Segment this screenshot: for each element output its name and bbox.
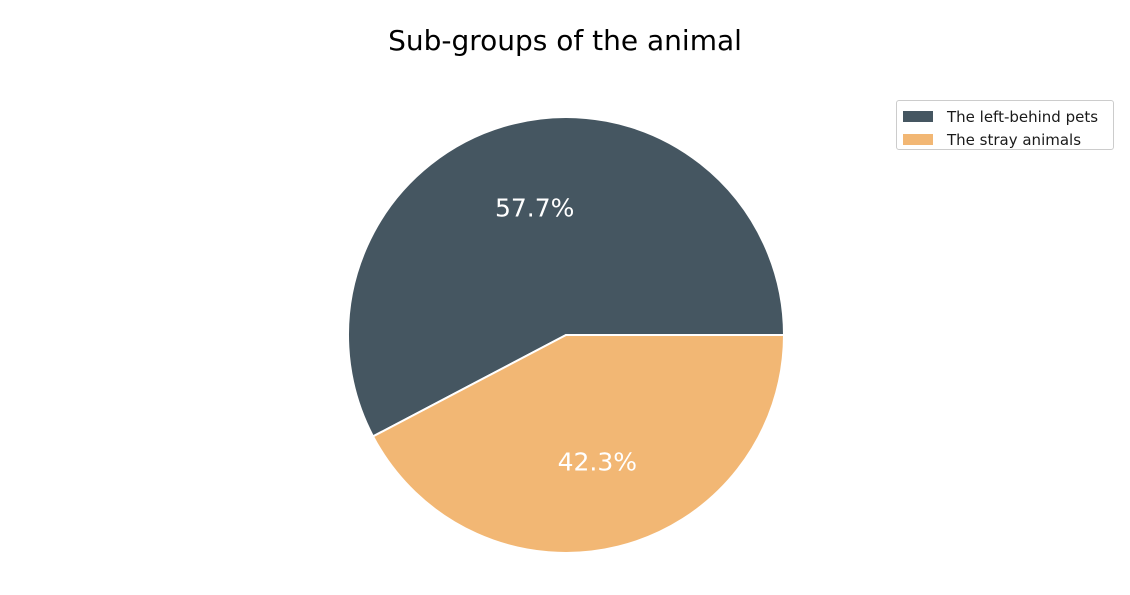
pie-value-label-stray-animals: 42.3% [558,447,637,476]
pie-slice-stray-animals [372,334,785,554]
legend-swatch-stray-animals [903,134,933,145]
legend-entry-stray-animals: The stray animals [903,128,1113,151]
legend-label-stray-animals: The stray animals [947,130,1082,149]
pie-slices [347,116,785,554]
legend-swatch-left-behind-pets [903,111,933,122]
pie-value-label-left-behind-pets: 57.7% [495,194,574,223]
pie-slice-left-behind-pets [347,116,785,438]
legend: The left-behind pets The stray animals [896,100,1114,150]
legend-label-left-behind-pets: The left-behind pets [947,107,1099,126]
pie-value-labels: 57.7% 42.3% [495,194,637,477]
chart-title: Sub-groups of the animal [388,24,742,57]
legend-entry-left-behind-pets: The left-behind pets [903,105,1113,128]
